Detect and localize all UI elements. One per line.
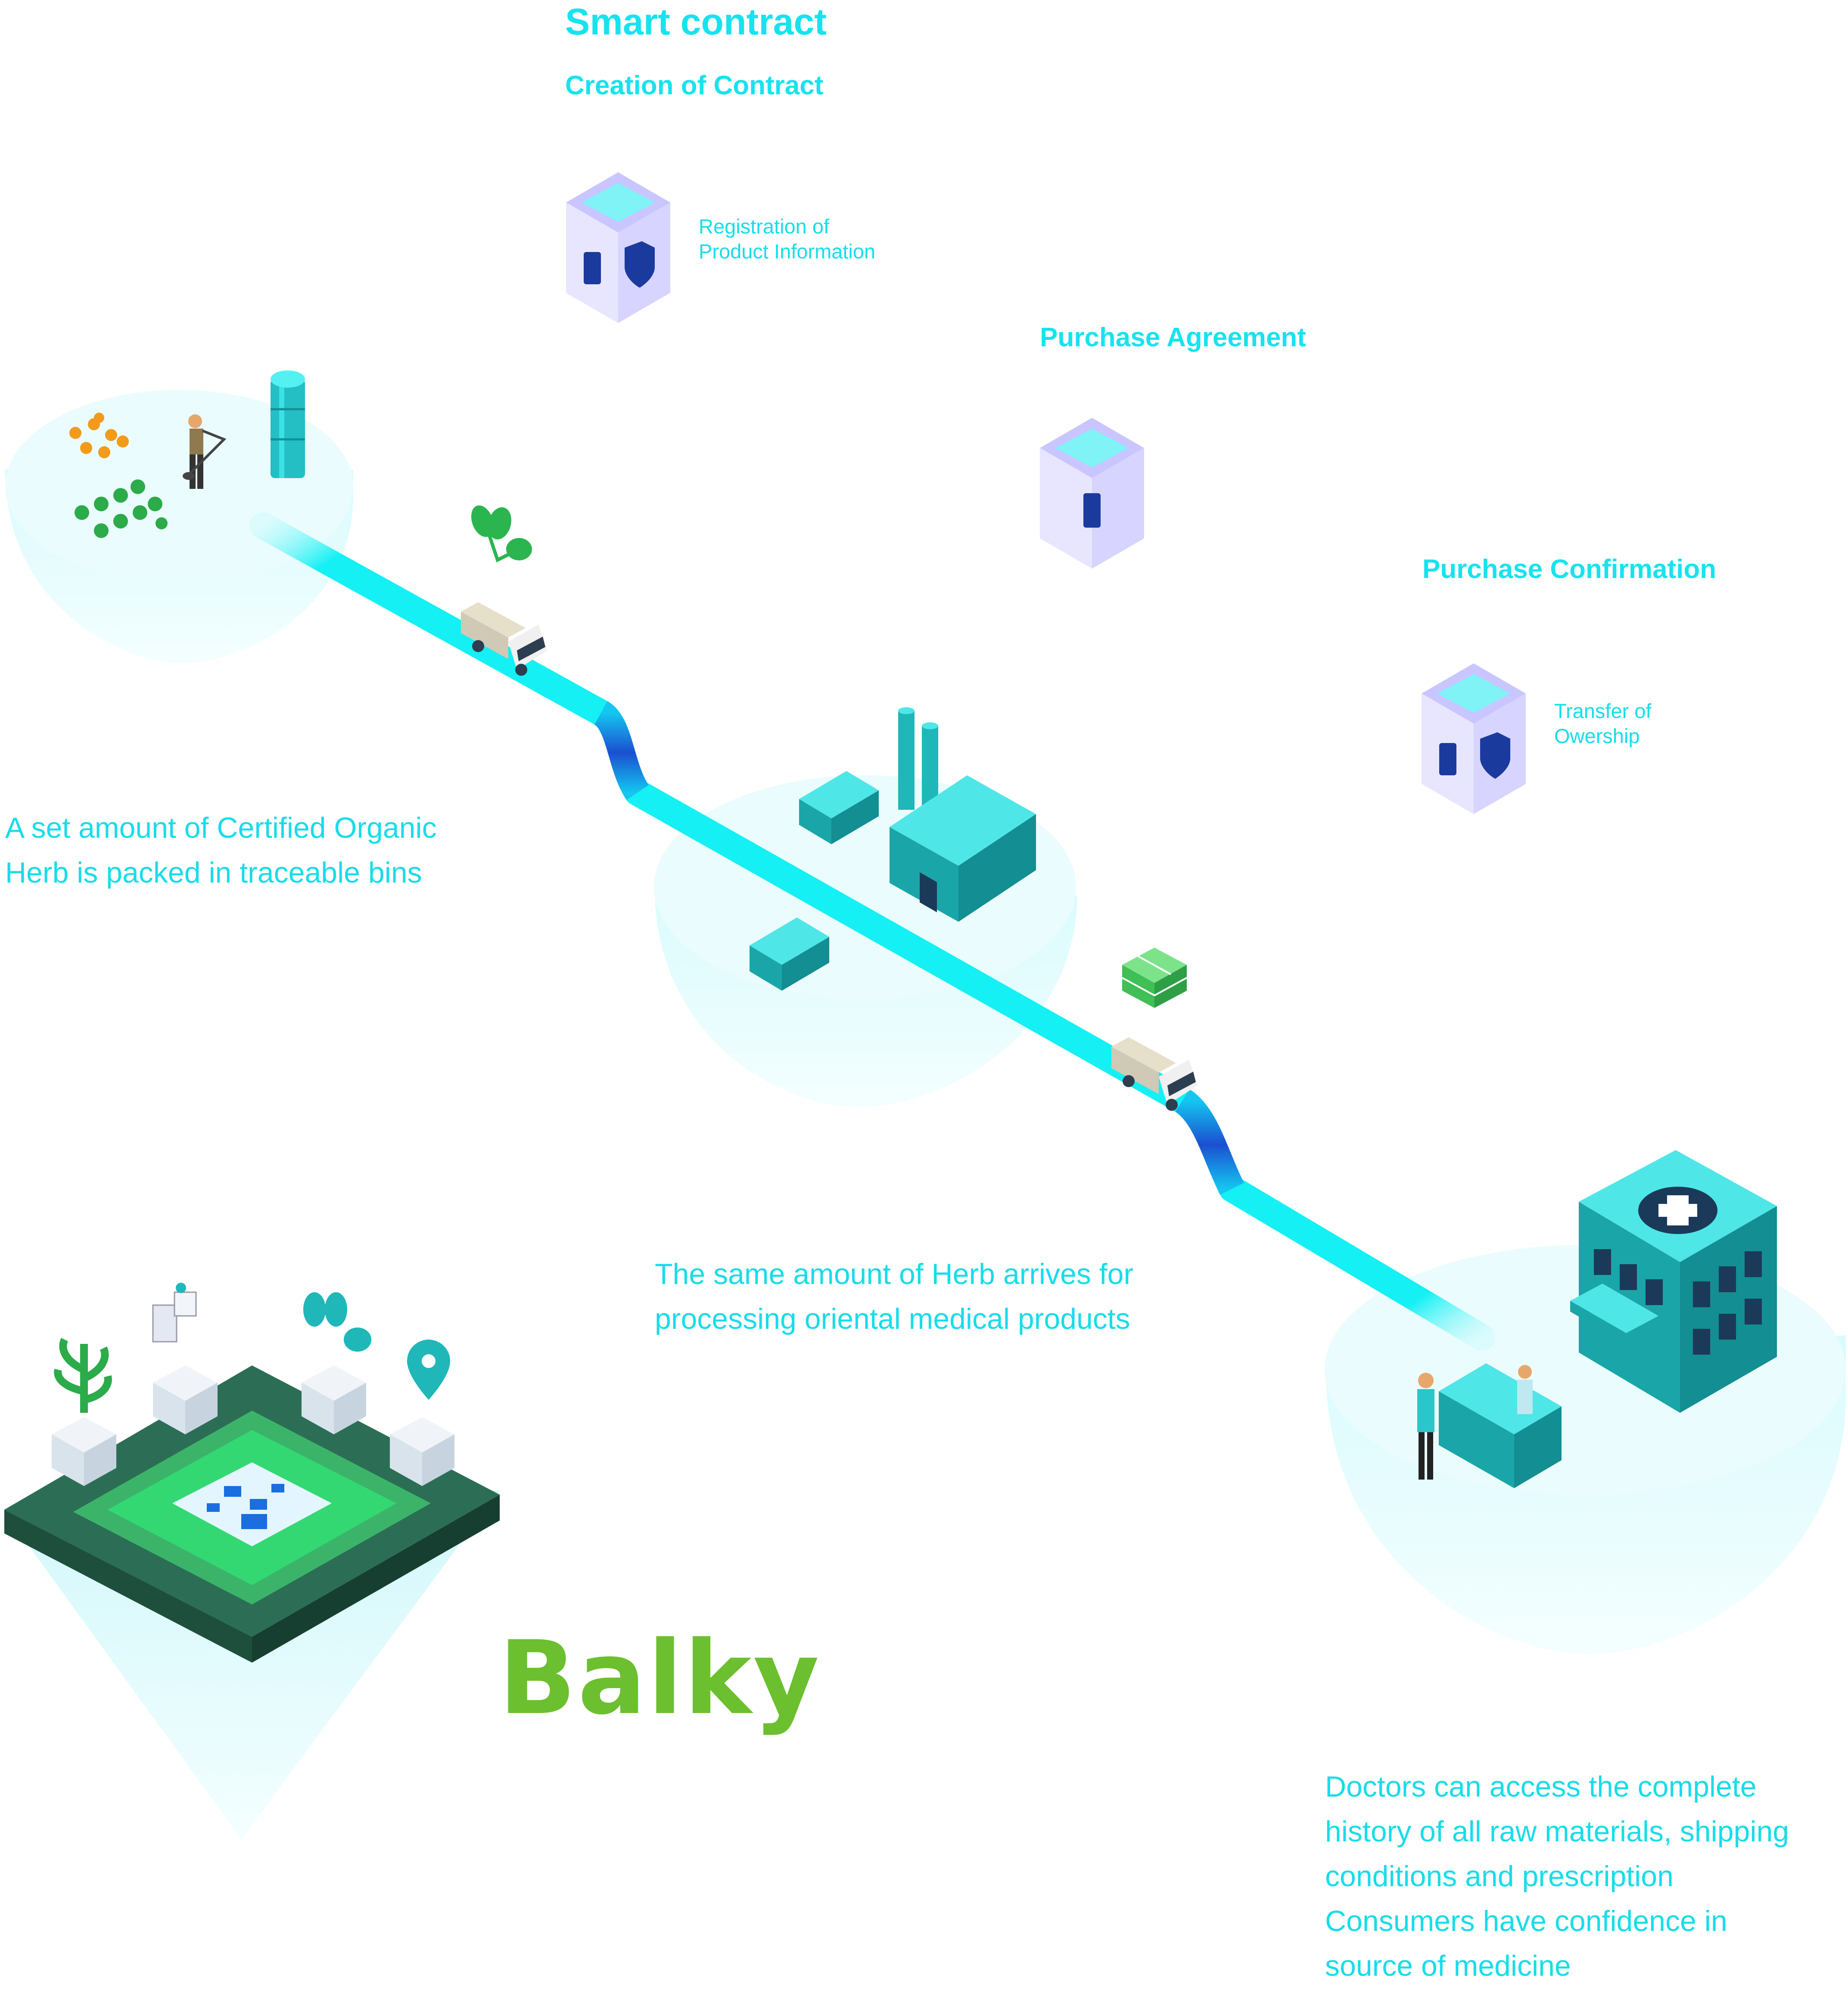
herb-leaves-icon bbox=[471, 505, 532, 563]
pharmacist-icon bbox=[1517, 1365, 1533, 1414]
farm-caption: A set amount of Certified Organic Herb i… bbox=[5, 812, 437, 889]
creation-of-contract-heading: Creation of Contract bbox=[565, 71, 824, 100]
orange-crops-icon bbox=[69, 413, 129, 458]
flow-path bbox=[249, 512, 1495, 1351]
factory-icon bbox=[890, 707, 1036, 922]
herb-crate-icon bbox=[1122, 948, 1187, 1008]
node-cube-icon-leaves bbox=[302, 1292, 371, 1434]
farmer-icon bbox=[183, 414, 227, 489]
smart-contract-title: Smart contract bbox=[565, 1, 827, 43]
blockchain-platform bbox=[4, 1365, 500, 1839]
contract-cube-icon-confirmation bbox=[1422, 663, 1526, 814]
truck-icon-2 bbox=[1111, 1037, 1198, 1111]
doctor-icon bbox=[1417, 1373, 1434, 1480]
purchase-agreement-heading: Purchase Agreement bbox=[1040, 323, 1306, 352]
pharmacy-counter-icon bbox=[1439, 1363, 1562, 1488]
warehouse-icon-2 bbox=[750, 917, 829, 991]
contract-cube-icon-agreement bbox=[1040, 418, 1144, 569]
truck-icon-1 bbox=[461, 602, 547, 676]
hospital-icon bbox=[1570, 1150, 1777, 1413]
contract-cube-icon-registration bbox=[566, 172, 670, 323]
balky-logo: Balky bbox=[499, 1620, 821, 1737]
registration-label: Registration of Product Information bbox=[699, 215, 876, 263]
warehouse-icon-1 bbox=[799, 771, 879, 844]
transfer-label: Transfer of Owership bbox=[1554, 700, 1652, 747]
hospital-caption: Doctors can access the complete history … bbox=[1325, 1770, 1789, 1982]
green-crops-icon bbox=[75, 479, 168, 538]
node-cube-icon-location bbox=[390, 1340, 454, 1486]
factory-caption: The same amount of Herb arrives for proc… bbox=[655, 1258, 1134, 1335]
node-cube-icon-plant bbox=[52, 1337, 116, 1486]
silo-icon bbox=[271, 370, 305, 478]
node-cube-icon-document bbox=[152, 1283, 218, 1434]
purchase-confirmation-heading: Purchase Confirmation bbox=[1422, 554, 1717, 584]
